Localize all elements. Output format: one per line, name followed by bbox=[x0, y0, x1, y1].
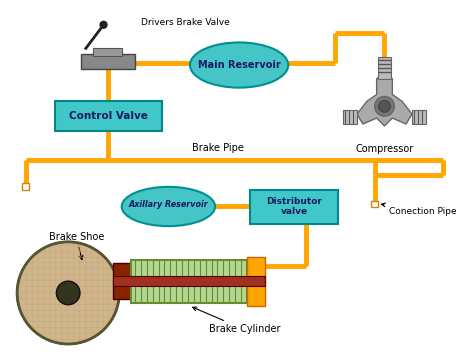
FancyBboxPatch shape bbox=[250, 190, 338, 224]
Text: Conection Pipe: Conection Pipe bbox=[382, 203, 457, 216]
FancyBboxPatch shape bbox=[343, 110, 357, 124]
FancyBboxPatch shape bbox=[113, 276, 264, 286]
Text: Drivers Brake Valve: Drivers Brake Valve bbox=[141, 18, 229, 27]
Text: Control Valve: Control Valve bbox=[69, 111, 148, 121]
FancyBboxPatch shape bbox=[81, 54, 135, 69]
FancyBboxPatch shape bbox=[412, 110, 426, 124]
FancyBboxPatch shape bbox=[131, 260, 247, 303]
Circle shape bbox=[100, 21, 107, 28]
Circle shape bbox=[56, 281, 80, 305]
Circle shape bbox=[374, 96, 394, 116]
Bar bbox=[371, 201, 378, 207]
Text: Compressor: Compressor bbox=[356, 144, 414, 154]
FancyBboxPatch shape bbox=[93, 48, 122, 56]
FancyBboxPatch shape bbox=[55, 101, 162, 131]
Bar bbox=[22, 183, 29, 190]
Text: Main Reservoir: Main Reservoir bbox=[198, 60, 281, 70]
Text: Distributor
valve: Distributor valve bbox=[266, 197, 322, 216]
FancyBboxPatch shape bbox=[378, 57, 392, 79]
Text: Brake Pipe: Brake Pipe bbox=[191, 144, 244, 154]
Circle shape bbox=[379, 100, 391, 112]
Text: Axillary Reservoir: Axillary Reservoir bbox=[128, 200, 208, 209]
Ellipse shape bbox=[122, 187, 215, 226]
Polygon shape bbox=[357, 75, 412, 126]
FancyBboxPatch shape bbox=[119, 274, 151, 288]
Ellipse shape bbox=[190, 42, 288, 87]
FancyBboxPatch shape bbox=[113, 263, 133, 299]
Text: Brake Shoe: Brake Shoe bbox=[48, 232, 104, 260]
Text: Brake Cylinder: Brake Cylinder bbox=[193, 307, 280, 335]
FancyBboxPatch shape bbox=[247, 257, 264, 306]
Circle shape bbox=[17, 242, 119, 344]
